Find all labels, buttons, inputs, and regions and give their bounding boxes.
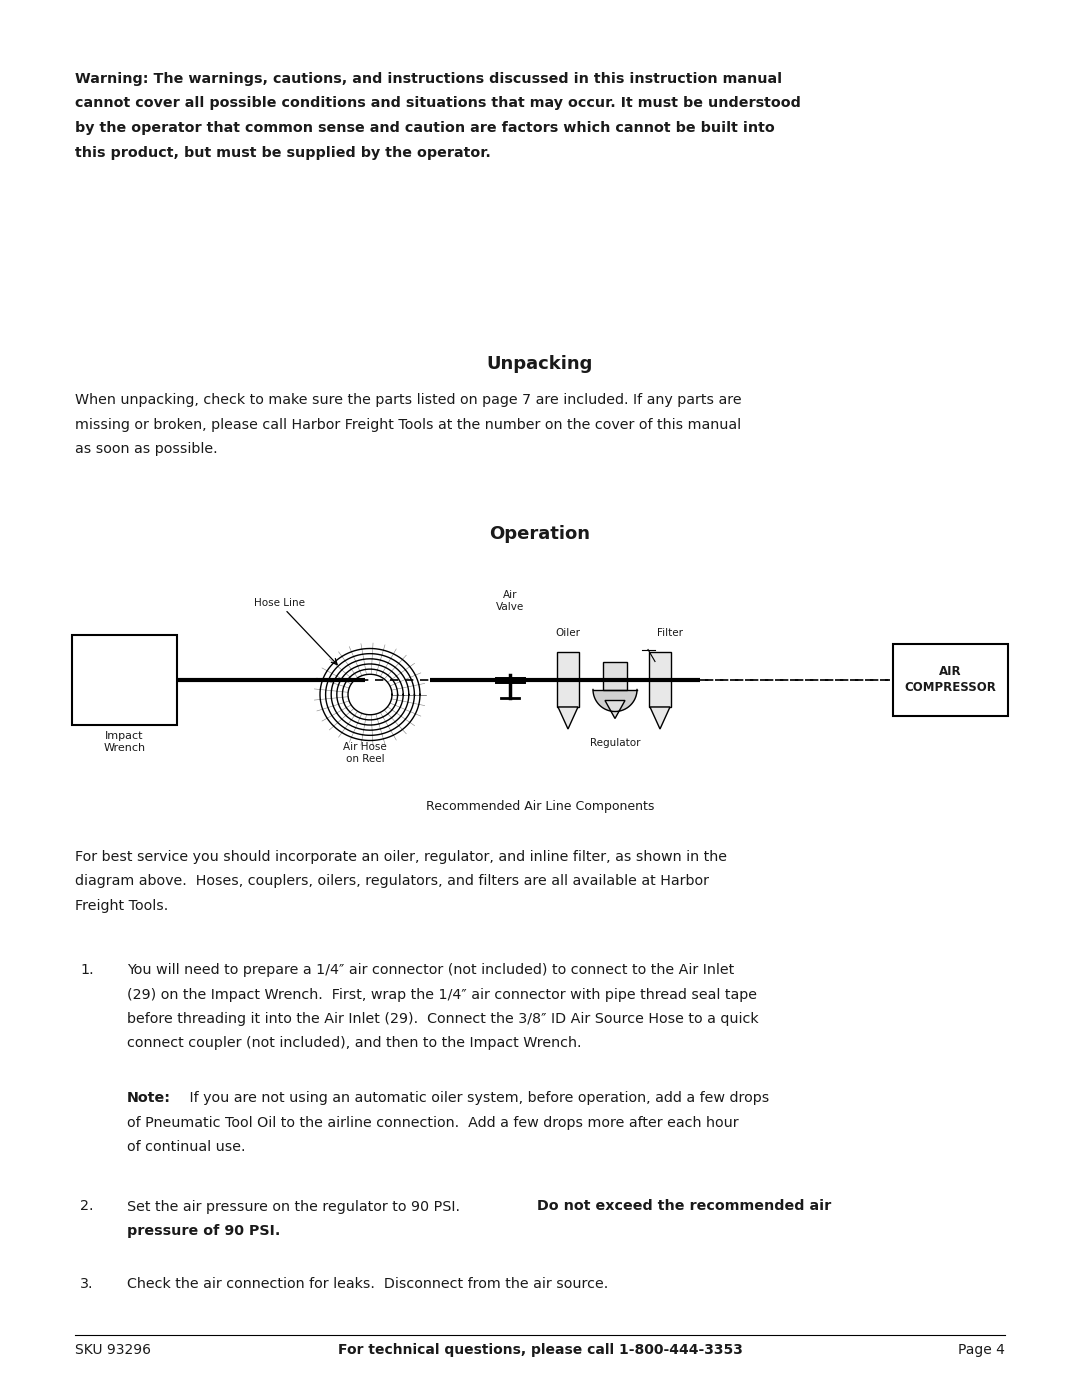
- Text: Operation: Operation: [489, 524, 591, 542]
- Text: If you are not using an automatic oiler system, before operation, add a few drop: If you are not using an automatic oiler …: [185, 1091, 769, 1105]
- Text: Freight Tools.: Freight Tools.: [75, 898, 168, 912]
- Text: Check the air connection for leaks.  Disconnect from the air source.: Check the air connection for leaks. Disc…: [127, 1277, 608, 1291]
- Text: AIR
COMPRESSOR: AIR COMPRESSOR: [905, 665, 997, 694]
- Text: Air
Valve: Air Valve: [496, 590, 524, 612]
- Text: Unpacking: Unpacking: [487, 355, 593, 373]
- Text: Oiler: Oiler: [555, 627, 581, 637]
- Text: pressure of 90 PSI.: pressure of 90 PSI.: [127, 1224, 281, 1238]
- Text: SKU 93296: SKU 93296: [75, 1343, 151, 1356]
- Text: as soon as possible.: as soon as possible.: [75, 441, 218, 455]
- Text: by the operator that common sense and caution are factors which cannot be built : by the operator that common sense and ca…: [75, 122, 774, 136]
- Text: Hose Line: Hose Line: [255, 598, 306, 608]
- Bar: [893, 644, 1008, 715]
- Text: For technical questions, please call 1-800-444-3353: For technical questions, please call 1-8…: [338, 1343, 742, 1356]
- Text: Do not exceed the recommended air: Do not exceed the recommended air: [537, 1200, 832, 1214]
- Text: Impact
Wrench: Impact Wrench: [104, 731, 146, 753]
- Text: Regulator: Regulator: [590, 738, 640, 747]
- Bar: [72, 634, 177, 725]
- Text: Warning: The warnings, cautions, and instructions discussed in this instruction : Warning: The warnings, cautions, and ins…: [75, 73, 782, 87]
- Text: (29) on the Impact Wrench.  First, wrap the 1/4″ air connector with pipe thread : (29) on the Impact Wrench. First, wrap t…: [127, 988, 757, 1002]
- Text: of Pneumatic Tool Oil to the airline connection.  Add a few drops more after eac: of Pneumatic Tool Oil to the airline con…: [127, 1115, 739, 1130]
- Text: of continual use.: of continual use.: [127, 1140, 245, 1154]
- Text: For best service you should incorporate an oiler, regulator, and inline filter, : For best service you should incorporate …: [75, 849, 727, 863]
- Text: You will need to prepare a 1/4″ air connector (not included) to connect to the A: You will need to prepare a 1/4″ air conn…: [127, 963, 734, 977]
- Text: cannot cover all possible conditions and situations that may occur. It must be u: cannot cover all possible conditions and…: [75, 96, 801, 110]
- Text: before threading it into the Air Inlet (29).  Connect the 3/8″ ID Air Source Hos: before threading it into the Air Inlet (…: [127, 1011, 758, 1025]
- Text: 2.: 2.: [80, 1200, 94, 1214]
- Text: When unpacking, check to make sure the parts listed on page 7 are included. If a: When unpacking, check to make sure the p…: [75, 393, 742, 407]
- Text: diagram above.  Hoses, couplers, oilers, regulators, and filters are all availab: diagram above. Hoses, couplers, oilers, …: [75, 875, 708, 888]
- Text: 3.: 3.: [80, 1277, 94, 1291]
- Polygon shape: [558, 707, 578, 729]
- Bar: [557, 652, 579, 707]
- Bar: [603, 662, 627, 690]
- Text: 1.: 1.: [80, 963, 94, 977]
- Bar: [649, 652, 671, 707]
- Polygon shape: [650, 707, 670, 729]
- Text: Recommended Air Line Components: Recommended Air Line Components: [426, 799, 654, 813]
- Text: connect coupler (not included), and then to the Impact Wrench.: connect coupler (not included), and then…: [127, 1037, 581, 1051]
- Text: Air Hose
on Reel: Air Hose on Reel: [343, 742, 387, 764]
- Text: Set the air pressure on the regulator to 90 PSI.: Set the air pressure on the regulator to…: [127, 1200, 469, 1214]
- Text: Page 4: Page 4: [958, 1343, 1005, 1356]
- Polygon shape: [605, 700, 625, 718]
- Text: Filter: Filter: [657, 627, 683, 637]
- Text: missing or broken, please call Harbor Freight Tools at the number on the cover o: missing or broken, please call Harbor Fr…: [75, 418, 741, 432]
- Text: Note:: Note:: [127, 1091, 171, 1105]
- Text: this product, but must be supplied by the operator.: this product, but must be supplied by th…: [75, 145, 491, 159]
